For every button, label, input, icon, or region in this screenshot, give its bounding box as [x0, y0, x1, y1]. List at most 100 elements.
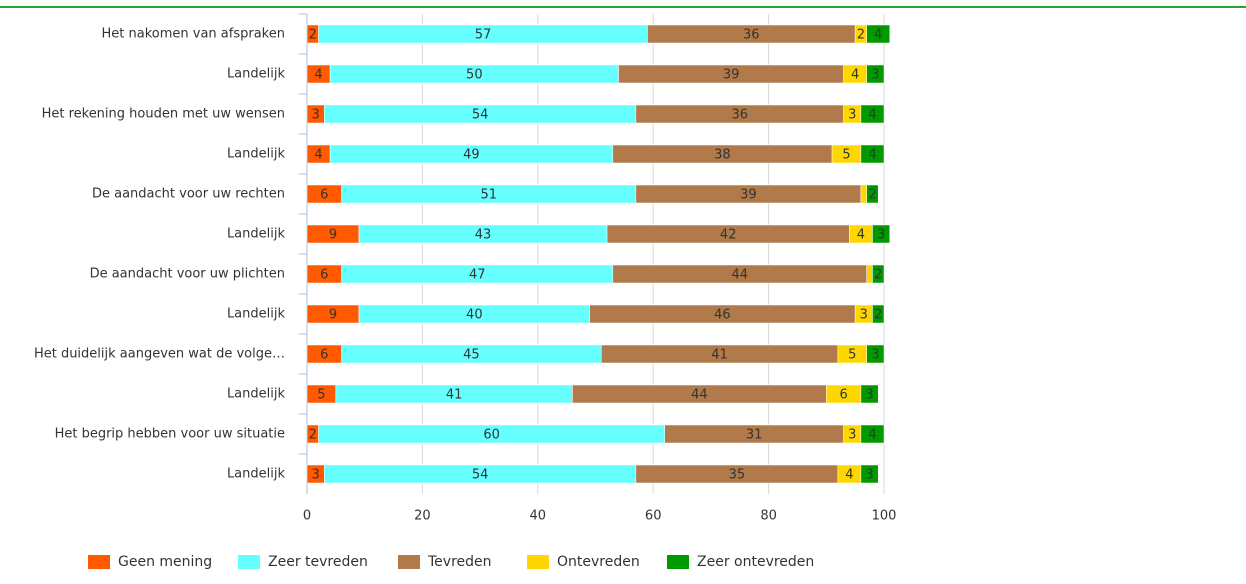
bar-segment	[872, 264, 885, 284]
y-tick-label: De aandacht voor uw rechten	[92, 187, 285, 202]
data-label: 50	[466, 68, 483, 83]
legend-swatch	[667, 555, 689, 569]
legend-label: Zeer ontevreden	[697, 554, 814, 570]
data-label: 54	[472, 468, 489, 483]
legend-swatch	[398, 555, 420, 569]
data-label: 4	[868, 108, 876, 123]
data-label: 38	[714, 148, 731, 163]
bar-segment	[866, 184, 879, 204]
data-label: 46	[714, 308, 731, 323]
data-label: 35	[729, 468, 746, 483]
data-label: 3	[865, 468, 873, 483]
data-label: 4	[845, 468, 853, 483]
data-label: 3	[877, 228, 885, 243]
data-label: 36	[731, 108, 748, 123]
data-label: 43	[475, 228, 492, 243]
data-label: 4	[314, 148, 322, 163]
data-label: 9	[329, 308, 337, 323]
y-tick-label: Landelijk	[227, 227, 286, 242]
bar-segment	[866, 264, 873, 284]
legend-label: Tevreden	[427, 554, 492, 570]
y-tick-label: Het duidelijk aangeven wat de volge…	[34, 347, 285, 362]
data-label: 3	[848, 108, 856, 123]
data-label: 41	[711, 348, 728, 363]
data-label: 51	[480, 188, 497, 203]
data-label: 41	[446, 388, 463, 403]
data-label: 2	[874, 308, 882, 323]
legend-label: Zeer tevreden	[268, 554, 368, 570]
y-tick-label: Het begrip hebben voor uw situatie	[55, 427, 285, 442]
y-tick-label: De aandacht voor uw plichten	[90, 267, 285, 282]
data-label: 45	[463, 348, 480, 363]
data-label: 3	[865, 388, 873, 403]
data-label: 4	[868, 428, 876, 443]
bar-segment	[860, 384, 879, 404]
data-label: 4	[874, 28, 882, 43]
data-label: 6	[839, 388, 847, 403]
data-label: 2	[874, 268, 882, 283]
y-tick-label: Landelijk	[227, 147, 286, 162]
data-label: 6	[320, 268, 328, 283]
y-tick-label: Het nakomen van afspraken	[102, 27, 285, 42]
x-tick-label: 100	[872, 509, 897, 524]
bar-segment	[860, 424, 885, 444]
x-tick-label: 20	[414, 509, 431, 524]
x-tick-label: 40	[530, 509, 547, 524]
bar-segment	[866, 344, 885, 364]
y-tick-label: Landelijk	[227, 387, 286, 402]
data-label: 47	[469, 268, 486, 283]
data-label: 3	[312, 108, 320, 123]
legend-swatch	[527, 555, 549, 569]
data-label: 4	[314, 68, 322, 83]
data-label: 9	[329, 228, 337, 243]
data-label: 2	[309, 28, 317, 43]
y-tick-label: Landelijk	[227, 307, 286, 322]
bar-segment	[872, 224, 891, 244]
data-label: 60	[483, 428, 500, 443]
legend-swatch	[88, 555, 110, 569]
data-label: 3	[312, 468, 320, 483]
data-label: 6	[320, 348, 328, 363]
bar-segment	[860, 104, 885, 124]
data-label: 39	[723, 68, 740, 83]
data-label: 31	[746, 428, 763, 443]
bar-segment	[860, 464, 879, 484]
data-label: 3	[871, 68, 879, 83]
data-label: 44	[691, 388, 708, 403]
data-label: 40	[466, 308, 483, 323]
data-label: 3	[848, 428, 856, 443]
legend-swatch	[238, 555, 260, 569]
data-label: 4	[868, 148, 876, 163]
data-label: 5	[842, 148, 850, 163]
data-label: 3	[860, 308, 868, 323]
data-label: 44	[731, 268, 748, 283]
data-label: 39	[740, 188, 757, 203]
y-tick-label: Het rekening houden met uw wensen	[42, 107, 285, 122]
data-label: 5	[848, 348, 856, 363]
data-label: 4	[857, 228, 865, 243]
bar-segment	[866, 24, 891, 44]
legend-label: Ontevreden	[557, 554, 640, 570]
data-label: 6	[320, 188, 328, 203]
data-label: 2	[857, 28, 865, 43]
data-label: 4	[851, 68, 859, 83]
data-label: 2	[868, 188, 876, 203]
data-label: 5	[317, 388, 325, 403]
bar-segment	[872, 304, 885, 324]
data-label: 49	[463, 148, 480, 163]
data-label: 2	[309, 428, 317, 443]
bar-segment	[860, 144, 885, 164]
data-label: 54	[472, 108, 489, 123]
data-label: 3	[871, 348, 879, 363]
y-tick-label: Landelijk	[227, 467, 286, 482]
x-tick-label: 60	[645, 509, 662, 524]
data-label: 42	[720, 228, 737, 243]
bar-segment	[866, 64, 885, 84]
x-tick-label: 0	[303, 509, 311, 524]
data-label: 36	[743, 28, 760, 43]
x-tick-label: 80	[760, 509, 777, 524]
y-tick-label: Landelijk	[227, 67, 286, 82]
bar-segment	[860, 184, 867, 204]
legend-label: Geen mening	[118, 554, 212, 570]
